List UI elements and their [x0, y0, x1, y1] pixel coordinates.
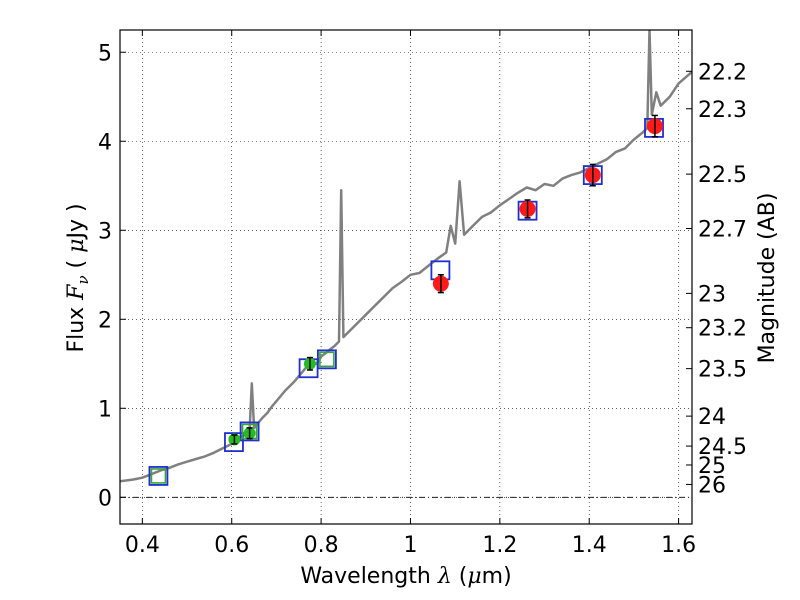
model-box	[224, 432, 244, 453]
observed-points	[228, 114, 663, 446]
grid-lines	[120, 30, 692, 524]
model-box	[317, 349, 337, 370]
x-tick-label: 1.6	[661, 533, 696, 558]
mag-tick-label: 24.5	[698, 435, 747, 460]
x-tick-label: 1	[403, 533, 417, 558]
magnitude-axis-label: Magnitude (AB)	[755, 193, 780, 364]
mag-tick-label: 25	[698, 454, 726, 479]
x-tick-label: 1.4	[572, 533, 607, 558]
x-tick-label: 0.8	[304, 533, 339, 558]
x-tick-label: 0.4	[125, 533, 160, 558]
mag-tick-label: 22.2	[698, 60, 747, 85]
mag-tick-label: 23.5	[698, 358, 747, 383]
model-box	[239, 421, 260, 442]
y-tick-label: 5	[98, 41, 112, 66]
spectrum-line	[120, 30, 692, 483]
x-tick-label: 1.2	[482, 533, 517, 558]
y-axis-label: Flux Fν ( μJy )	[64, 203, 92, 352]
mag-tick-label: 23.2	[698, 317, 747, 342]
x-axis-label: Wavelength λ (μm)	[300, 564, 511, 589]
model-box-inner	[150, 468, 167, 484]
spectrum-series	[120, 30, 692, 483]
axis-ticks	[120, 30, 692, 524]
y-tick-label: 2	[98, 308, 112, 333]
y-tick-label: 1	[98, 397, 112, 422]
mag-tick-label: 22.7	[698, 217, 747, 242]
model-box	[148, 466, 169, 486]
model-box-inner	[319, 351, 335, 368]
mag-tick-label: 24	[698, 405, 726, 430]
plot-frame	[119, 29, 693, 525]
x-tick-label: 0.6	[214, 533, 249, 558]
mag-tick-label: 26	[698, 473, 726, 498]
y-tick-label: 0	[98, 486, 112, 511]
y-tick-label: 4	[98, 130, 112, 155]
mag-tick-label: 22.3	[698, 98, 747, 123]
mag-tick-label: 22.5	[698, 163, 747, 188]
y-tick-label: 3	[98, 219, 112, 244]
mag-tick-label: 23	[698, 282, 726, 307]
axis-tick-labels: 0.4 0.6 0.8 1 1.2 1.4 1.601234522.222.322.522.…	[98, 41, 747, 558]
